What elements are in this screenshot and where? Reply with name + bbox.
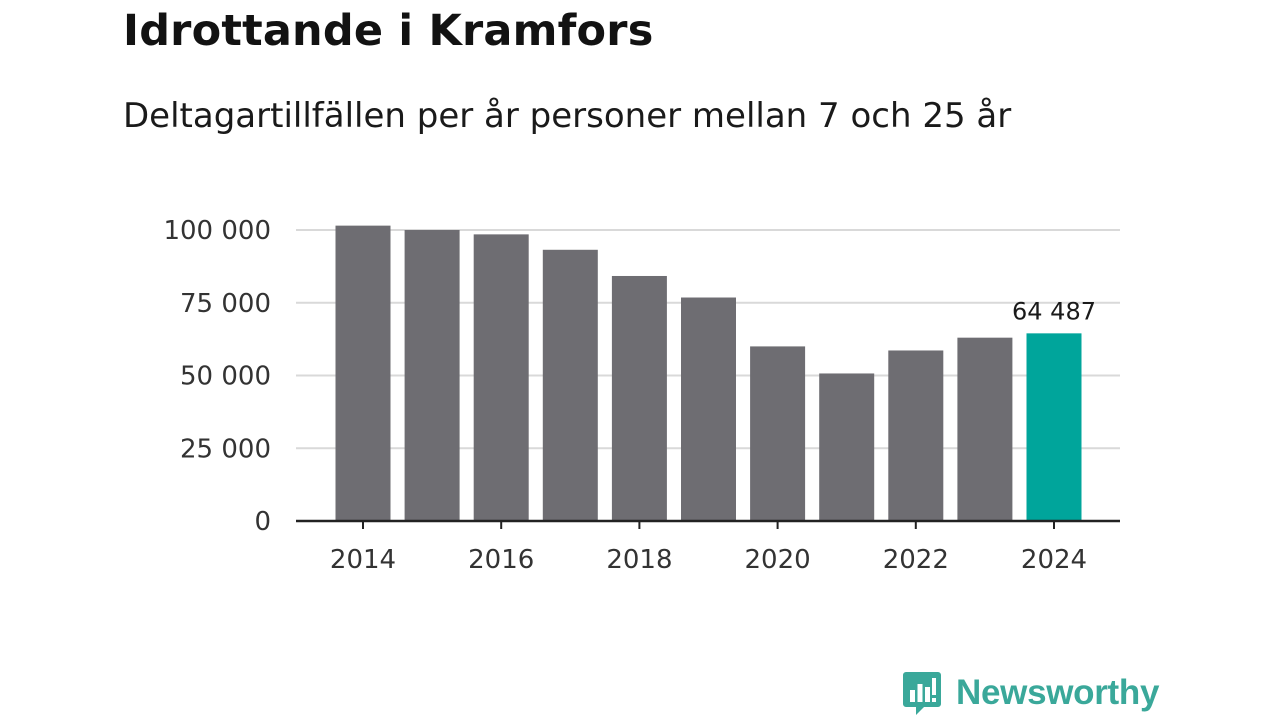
- x-axis-ticks: 2014 2016 2018 2020 2022 2024: [330, 521, 1087, 575]
- y-axis-ticks: 0 25 000 50 000 75 000 100 000: [163, 216, 271, 537]
- y-tick-label: 0: [254, 507, 271, 537]
- newsworthy-logo-icon: [903, 672, 941, 715]
- bar: [957, 337, 1013, 521]
- bar: [611, 275, 667, 521]
- chart-title: Idrottande i Kramfors: [123, 6, 654, 56]
- y-tick-label: 75 000: [180, 289, 271, 319]
- x-tick-label: 2020: [745, 545, 811, 575]
- x-tick-label: 2014: [330, 545, 396, 575]
- bar: [542, 249, 598, 521]
- logo-text: Newsworthy: [956, 673, 1160, 712]
- y-tick-label: 100 000: [163, 216, 271, 246]
- bar: [473, 234, 529, 522]
- x-tick-label: 2022: [883, 545, 949, 575]
- bars: [335, 225, 1082, 522]
- data-labels: 64 487: [1012, 297, 1096, 325]
- data-label-highlight: 64 487: [1012, 297, 1096, 325]
- x-tick-label: 2016: [468, 545, 534, 575]
- bar: [404, 230, 460, 521]
- y-tick-label: 25 000: [180, 434, 271, 464]
- chart-subtitle: Deltagartillfällen per år personer mella…: [123, 96, 1012, 136]
- bar-highlight: [1026, 333, 1082, 521]
- x-tick-label: 2018: [606, 545, 672, 575]
- bar: [750, 346, 806, 521]
- y-tick-label: 50 000: [180, 362, 271, 392]
- bar: [335, 225, 391, 521]
- bar: [819, 373, 875, 521]
- bar: [888, 350, 944, 521]
- newsworthy-logo: Newsworthy: [902, 670, 1159, 716]
- bar: [681, 297, 736, 521]
- x-tick-label: 2024: [1021, 545, 1087, 575]
